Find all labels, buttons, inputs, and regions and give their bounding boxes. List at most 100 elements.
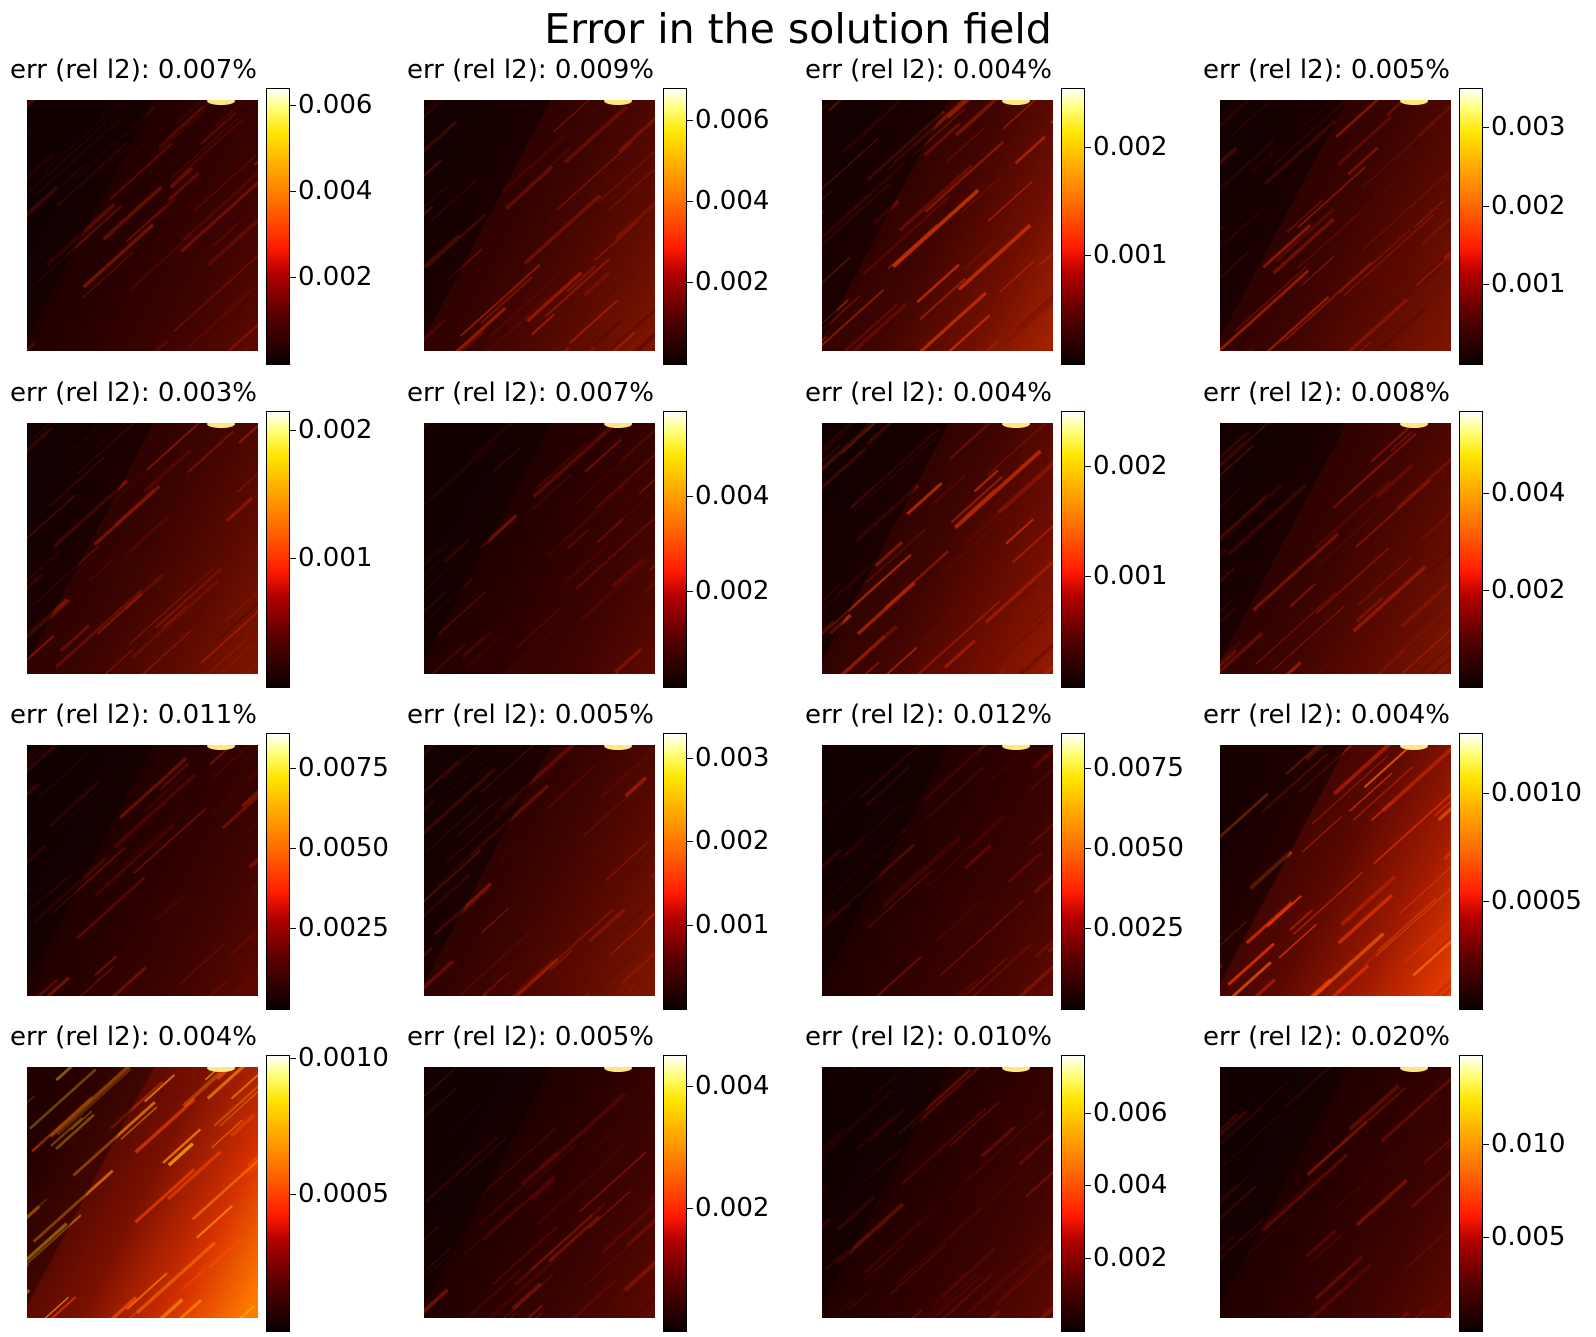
colorbar-tick — [1085, 255, 1091, 256]
colorbar-tick — [1483, 493, 1489, 494]
colorbar — [266, 88, 290, 365]
panel-title: err (rel l2): 0.008% — [1203, 378, 1450, 408]
colorbar — [1459, 88, 1483, 365]
colorbar-tick-label: 0.0005 — [298, 1179, 389, 1209]
colorbar-tick — [687, 1208, 693, 1209]
panel-title: err (rel l2): 0.005% — [1203, 55, 1450, 85]
colorbar-tick — [1085, 147, 1091, 148]
colorbar-tick-label: 0.0075 — [298, 753, 389, 783]
colorbar-tick — [290, 191, 296, 192]
panel-title: err (rel l2): 0.003% — [10, 378, 257, 408]
colorbar-tick-label: 0.0075 — [1093, 753, 1184, 783]
heatmap-image — [822, 100, 1053, 351]
panel-title: err (rel l2): 0.007% — [10, 55, 257, 85]
colorbar — [266, 733, 290, 1010]
colorbar — [266, 411, 290, 688]
colorbar-tick — [1085, 848, 1091, 849]
heatmap-image — [1220, 100, 1451, 351]
colorbar-tick-label: 0.004 — [1093, 1170, 1168, 1200]
colorbar-tick — [1085, 768, 1091, 769]
colorbar-tick — [687, 496, 693, 497]
colorbar-tick — [687, 841, 693, 842]
colorbar-tick — [290, 928, 296, 929]
colorbar-tick-label: 0.001 — [298, 543, 373, 573]
colorbar-tick-label: 0.0025 — [298, 913, 389, 943]
colorbar-tick — [1483, 1144, 1489, 1145]
colorbar-tick — [687, 591, 693, 592]
colorbar-tick-label: 0.004 — [695, 1071, 770, 1101]
colorbar-tick-label: 0.002 — [695, 576, 770, 606]
colorbar-tick — [290, 1058, 296, 1059]
colorbar-tick-label: 0.005 — [1491, 1222, 1566, 1252]
heatmap-image — [27, 1067, 258, 1318]
colorbar — [663, 411, 687, 688]
colorbar-tick-label: 0.002 — [298, 262, 373, 292]
panel-title: err (rel l2): 0.004% — [805, 55, 1052, 85]
figure-title: Error in the solution field — [544, 5, 1052, 53]
colorbar-tick-label: 0.0050 — [298, 833, 389, 863]
colorbar-tick-label: 0.002 — [1093, 132, 1168, 162]
panel-title: err (rel l2): 0.020% — [1203, 1022, 1450, 1052]
panel-title: err (rel l2): 0.005% — [407, 1022, 654, 1052]
colorbar-tick — [687, 1086, 693, 1087]
panel-title: err (rel l2): 0.004% — [1203, 700, 1450, 730]
colorbar-tick-label: 0.006 — [1093, 1098, 1168, 1128]
colorbar-tick-label: 0.001 — [1093, 240, 1168, 270]
colorbar — [1459, 733, 1483, 1010]
colorbar-tick-label: 0.003 — [1491, 112, 1566, 142]
colorbar-tick — [1085, 466, 1091, 467]
heatmap-image — [424, 745, 655, 996]
colorbar-tick — [290, 558, 296, 559]
colorbar-tick-label: 0.0025 — [1093, 913, 1184, 943]
panel-title: err (rel l2): 0.012% — [805, 700, 1052, 730]
colorbar — [1061, 411, 1085, 688]
colorbar-tick-label: 0.004 — [695, 481, 770, 511]
colorbar-tick — [1483, 590, 1489, 591]
panel-title: err (rel l2): 0.005% — [407, 700, 654, 730]
colorbar-tick-label: 0.001 — [1491, 269, 1566, 299]
colorbar — [1061, 1055, 1085, 1332]
colorbar-tick-label: 0.002 — [1491, 575, 1566, 605]
colorbar-tick — [1483, 284, 1489, 285]
colorbar-tick — [1085, 928, 1091, 929]
colorbar-tick — [1085, 576, 1091, 577]
colorbar-tick-label: 0.006 — [695, 105, 770, 135]
colorbar-tick-label: 0.0005 — [1491, 886, 1582, 916]
colorbar — [1459, 1055, 1483, 1332]
colorbar-tick-label: 0.001 — [695, 910, 770, 940]
colorbar — [663, 88, 687, 365]
heatmap-image — [1220, 745, 1451, 996]
colorbar-tick-label: 0.002 — [298, 415, 373, 445]
colorbar-tick — [687, 282, 693, 283]
panel-title: err (rel l2): 0.009% — [407, 55, 654, 85]
panel-title: err (rel l2): 0.004% — [805, 378, 1052, 408]
colorbar-tick-label: 0.002 — [1093, 451, 1168, 481]
panel-title: err (rel l2): 0.010% — [805, 1022, 1052, 1052]
colorbar-tick-label: 0.002 — [695, 826, 770, 856]
heatmap-image — [424, 423, 655, 674]
colorbar — [663, 733, 687, 1010]
panel-title: err (rel l2): 0.004% — [10, 1022, 257, 1052]
colorbar — [663, 1055, 687, 1332]
colorbar-tick — [1483, 206, 1489, 207]
colorbar-tick — [290, 277, 296, 278]
colorbar — [266, 1055, 290, 1332]
heatmap-image — [27, 423, 258, 674]
colorbar-tick-label: 0.002 — [695, 1193, 770, 1223]
panel-title: err (rel l2): 0.011% — [10, 700, 257, 730]
colorbar-tick — [290, 1194, 296, 1195]
colorbar-tick-label: 0.003 — [695, 743, 770, 773]
heatmap-image — [822, 1067, 1053, 1318]
colorbar-tick-label: 0.0050 — [1093, 833, 1184, 863]
colorbar-tick-label: 0.002 — [1093, 1243, 1168, 1273]
colorbar-tick-label: 0.006 — [298, 90, 373, 120]
panel-title: err (rel l2): 0.007% — [407, 378, 654, 408]
heatmap-image — [27, 745, 258, 996]
colorbar-tick — [687, 120, 693, 121]
colorbar-tick — [1483, 1237, 1489, 1238]
colorbar-tick — [1483, 901, 1489, 902]
colorbar-tick — [687, 925, 693, 926]
colorbar-tick-label: 0.010 — [1491, 1129, 1566, 1159]
colorbar-tick-label: 0.004 — [1491, 478, 1566, 508]
colorbar-tick — [1085, 1258, 1091, 1259]
